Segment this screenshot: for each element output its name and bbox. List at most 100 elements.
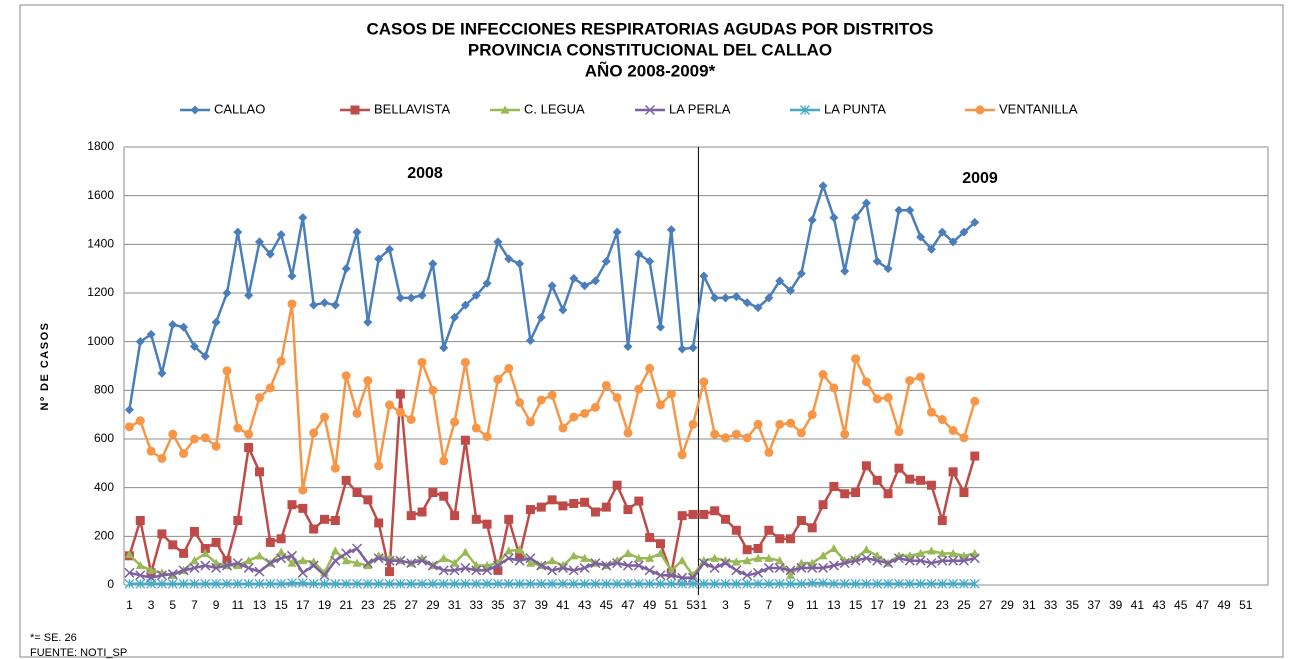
marker	[926, 407, 936, 417]
marker	[796, 428, 806, 438]
marker	[395, 555, 406, 566]
marker	[189, 526, 199, 536]
marker	[601, 256, 611, 266]
marker	[601, 502, 611, 512]
marker	[319, 578, 330, 589]
marker	[363, 495, 373, 505]
marker	[633, 560, 644, 571]
marker	[450, 558, 460, 567]
chart-title: AÑO 2008-2009*	[585, 60, 716, 80]
marker	[200, 548, 210, 557]
marker	[645, 363, 655, 373]
marker	[146, 446, 156, 456]
marker	[775, 534, 785, 544]
marker	[579, 562, 590, 573]
marker	[796, 516, 806, 526]
marker	[233, 516, 243, 526]
marker	[742, 433, 752, 443]
x-tick-label: 47	[621, 598, 635, 612]
marker	[709, 578, 720, 589]
marker	[211, 578, 222, 589]
marker	[276, 534, 286, 544]
marker	[363, 376, 373, 386]
marker	[569, 551, 579, 560]
marker	[926, 546, 936, 555]
marker	[385, 244, 395, 254]
marker	[568, 565, 579, 576]
marker	[287, 299, 297, 309]
marker	[547, 390, 557, 400]
marker	[232, 558, 243, 569]
marker	[460, 435, 470, 445]
marker	[970, 217, 980, 227]
marker	[644, 565, 655, 576]
marker	[395, 407, 405, 417]
marker	[309, 300, 319, 310]
marker	[894, 427, 904, 437]
x-tick-label: 27	[405, 598, 419, 612]
marker	[536, 395, 546, 405]
marker	[135, 337, 145, 347]
marker	[406, 415, 416, 425]
marker	[189, 578, 200, 589]
marker	[883, 489, 893, 499]
marker	[969, 578, 980, 589]
marker	[233, 423, 243, 433]
chart-title: PROVINCIA CONSTITUCIONAL DEL CALLAO	[468, 40, 832, 59]
marker	[601, 380, 611, 390]
marker	[482, 519, 492, 529]
marker	[937, 578, 948, 589]
marker	[200, 578, 211, 589]
marker	[265, 249, 275, 259]
marker	[634, 496, 644, 506]
marker	[222, 556, 232, 566]
marker	[861, 377, 871, 387]
marker	[969, 553, 980, 564]
marker	[623, 548, 633, 557]
marker	[958, 555, 969, 566]
x-tick-label: 33	[1044, 598, 1058, 612]
marker	[861, 461, 871, 471]
marker	[536, 312, 546, 322]
marker	[276, 553, 287, 564]
marker	[807, 410, 817, 420]
marker	[471, 565, 482, 576]
x-tick-label: 43	[1152, 598, 1166, 612]
marker	[775, 276, 785, 286]
marker	[872, 394, 882, 404]
marker	[515, 545, 525, 554]
marker	[362, 578, 373, 589]
legend-label: BELLAVISTA	[374, 101, 450, 116]
legend-label: LA PUNTA	[824, 101, 886, 116]
marker	[786, 418, 796, 428]
marker	[558, 501, 568, 511]
marker	[774, 562, 785, 573]
marker	[352, 488, 362, 498]
marker	[417, 553, 427, 562]
marker	[634, 249, 644, 259]
marker	[590, 507, 600, 517]
marker	[200, 544, 210, 553]
marker	[558, 561, 568, 570]
marker	[763, 562, 774, 573]
marker	[644, 578, 655, 589]
marker	[417, 555, 428, 566]
marker	[254, 551, 264, 560]
marker	[493, 237, 503, 247]
marker	[742, 556, 752, 565]
marker	[557, 578, 568, 589]
marker	[287, 578, 297, 589]
marker	[254, 578, 265, 589]
marker	[569, 498, 579, 508]
marker	[655, 400, 665, 410]
marker	[818, 181, 828, 191]
x-tick-label: 11	[806, 598, 819, 612]
marker	[135, 570, 146, 581]
x-tick-label: 49	[1217, 598, 1231, 612]
marker	[622, 560, 634, 571]
marker	[731, 565, 742, 576]
marker	[222, 578, 232, 589]
x-tick-label: 43	[578, 598, 592, 612]
marker	[352, 558, 362, 567]
